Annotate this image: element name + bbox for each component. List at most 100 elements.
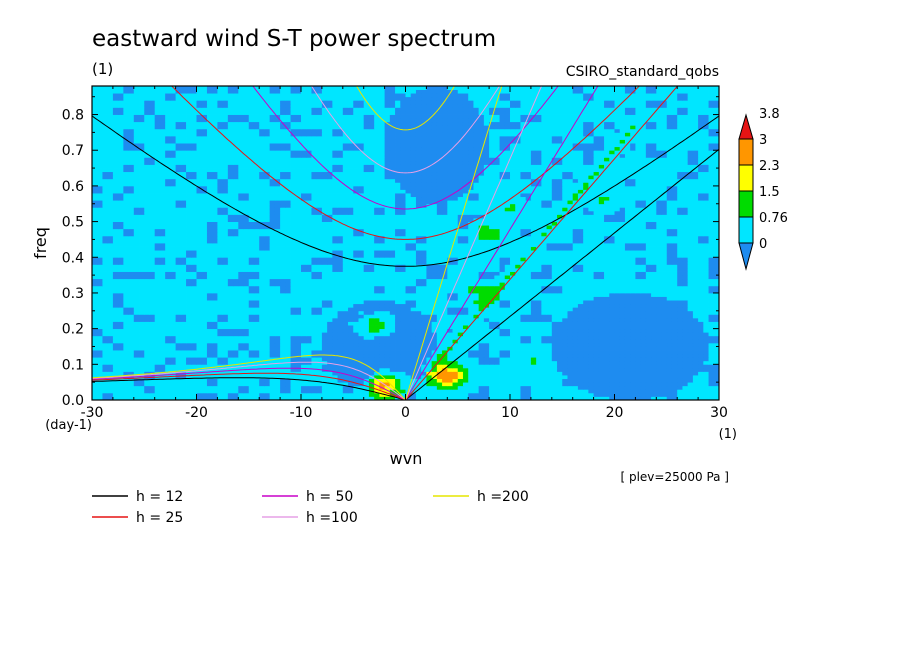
heatmap-cell (541, 332, 547, 337)
heatmap-cell (253, 303, 260, 308)
heatmap-cell (598, 346, 605, 351)
heatmap-cell (619, 253, 626, 258)
heatmap-cell (567, 360, 574, 365)
heatmap-cell (342, 321, 349, 326)
heatmap-cell (186, 300, 192, 305)
heatmap-cell (478, 385, 485, 390)
heatmap-cell (436, 282, 443, 287)
heatmap-cell (274, 325, 281, 330)
heatmap-cell (604, 282, 610, 287)
heatmap-cell (321, 328, 328, 333)
heatmap-cell (661, 339, 668, 344)
heatmap-cell (499, 339, 506, 344)
heatmap-cell (541, 300, 547, 305)
heatmap-cell (379, 250, 386, 255)
heatmap-cell (562, 275, 568, 280)
heatmap-cell (703, 275, 709, 280)
heatmap-cell (567, 335, 574, 340)
heatmap-cell (515, 271, 521, 276)
heatmap-cell (462, 310, 469, 315)
heatmap-cell (112, 392, 119, 397)
heatmap-cell (656, 385, 662, 390)
heatmap-cell (682, 271, 689, 276)
heatmap-cell (583, 260, 589, 265)
heatmap-cell (520, 375, 527, 379)
heatmap-cell (415, 346, 422, 351)
heatmap-cell (191, 296, 197, 301)
heatmap-cell (452, 310, 459, 315)
heatmap-cell (353, 275, 359, 280)
heatmap-cell (159, 307, 166, 312)
heatmap-cell (259, 396, 265, 400)
heatmap-cell (332, 389, 338, 394)
heatmap-cell (562, 382, 568, 387)
heatmap-cell (436, 264, 443, 269)
heatmap-cell (698, 317, 704, 322)
heatmap-cell (368, 357, 375, 362)
heatmap-cell (692, 339, 699, 344)
heatmap-cell (175, 310, 182, 315)
heatmap-cell (217, 296, 224, 301)
heatmap-cell (238, 307, 244, 312)
heatmap-cell (405, 360, 412, 365)
heatmap-cell (348, 392, 354, 397)
heatmap-cell (374, 392, 380, 397)
heatmap-cell (536, 385, 542, 390)
heatmap-cell (353, 292, 359, 297)
heatmap-cell (180, 257, 187, 262)
heatmap-cell (186, 382, 192, 387)
heatmap-cell (666, 271, 673, 276)
heatmap-cell (426, 332, 433, 337)
heatmap-cell (180, 367, 187, 372)
heatmap-cell (687, 364, 694, 369)
heatmap-cell (159, 278, 166, 283)
heatmap-cell (327, 375, 333, 379)
heatmap-cell (562, 375, 568, 379)
heatmap-cell (389, 375, 396, 379)
heatmap-cell (348, 353, 354, 358)
heatmap-cell (698, 257, 704, 262)
heatmap-cell (238, 350, 244, 355)
heatmap-cell (640, 346, 647, 351)
heatmap-cell (222, 253, 229, 258)
heatmap-cell (327, 382, 333, 387)
heatmap-cell (415, 289, 422, 294)
heatmap-cell (703, 378, 709, 383)
heatmap-cell (415, 389, 422, 394)
heatmap-cell (206, 389, 213, 394)
heatmap-cell (473, 300, 480, 305)
heatmap-cell (510, 350, 516, 355)
heatmap-cell (102, 253, 109, 258)
heatmap-cell (698, 364, 704, 369)
heatmap-cell (379, 271, 386, 276)
heatmap-cell (295, 328, 302, 333)
heatmap-cell (593, 346, 600, 351)
heatmap-cell (619, 314, 626, 319)
heatmap-cell (165, 385, 171, 390)
heatmap-cell (248, 275, 255, 280)
heatmap-cell (139, 257, 145, 262)
heatmap-cell (624, 339, 631, 344)
heatmap-cell (473, 392, 480, 397)
heatmap-cell (253, 389, 260, 394)
heatmap-cell (661, 350, 668, 355)
heatmap-cell (640, 267, 647, 272)
heatmap-cell (431, 260, 438, 265)
heatmap-cell (426, 371, 433, 376)
heatmap-cell (504, 314, 511, 319)
heatmap-cell (342, 353, 349, 358)
heatmap-cell (290, 292, 297, 297)
heatmap-cell (682, 310, 689, 315)
heatmap-cell (645, 278, 652, 283)
heatmap-cell (630, 339, 636, 344)
heatmap-cell (442, 282, 448, 287)
heatmap-cell (431, 321, 438, 326)
heatmap-cell (233, 300, 239, 305)
heatmap-cell (144, 282, 150, 287)
heatmap-cell (431, 339, 438, 344)
heatmap-cell (457, 282, 464, 287)
heatmap-cell (133, 253, 140, 258)
heatmap-cell (259, 346, 265, 351)
heatmap-cell (285, 364, 291, 369)
heatmap-cell (306, 321, 312, 326)
